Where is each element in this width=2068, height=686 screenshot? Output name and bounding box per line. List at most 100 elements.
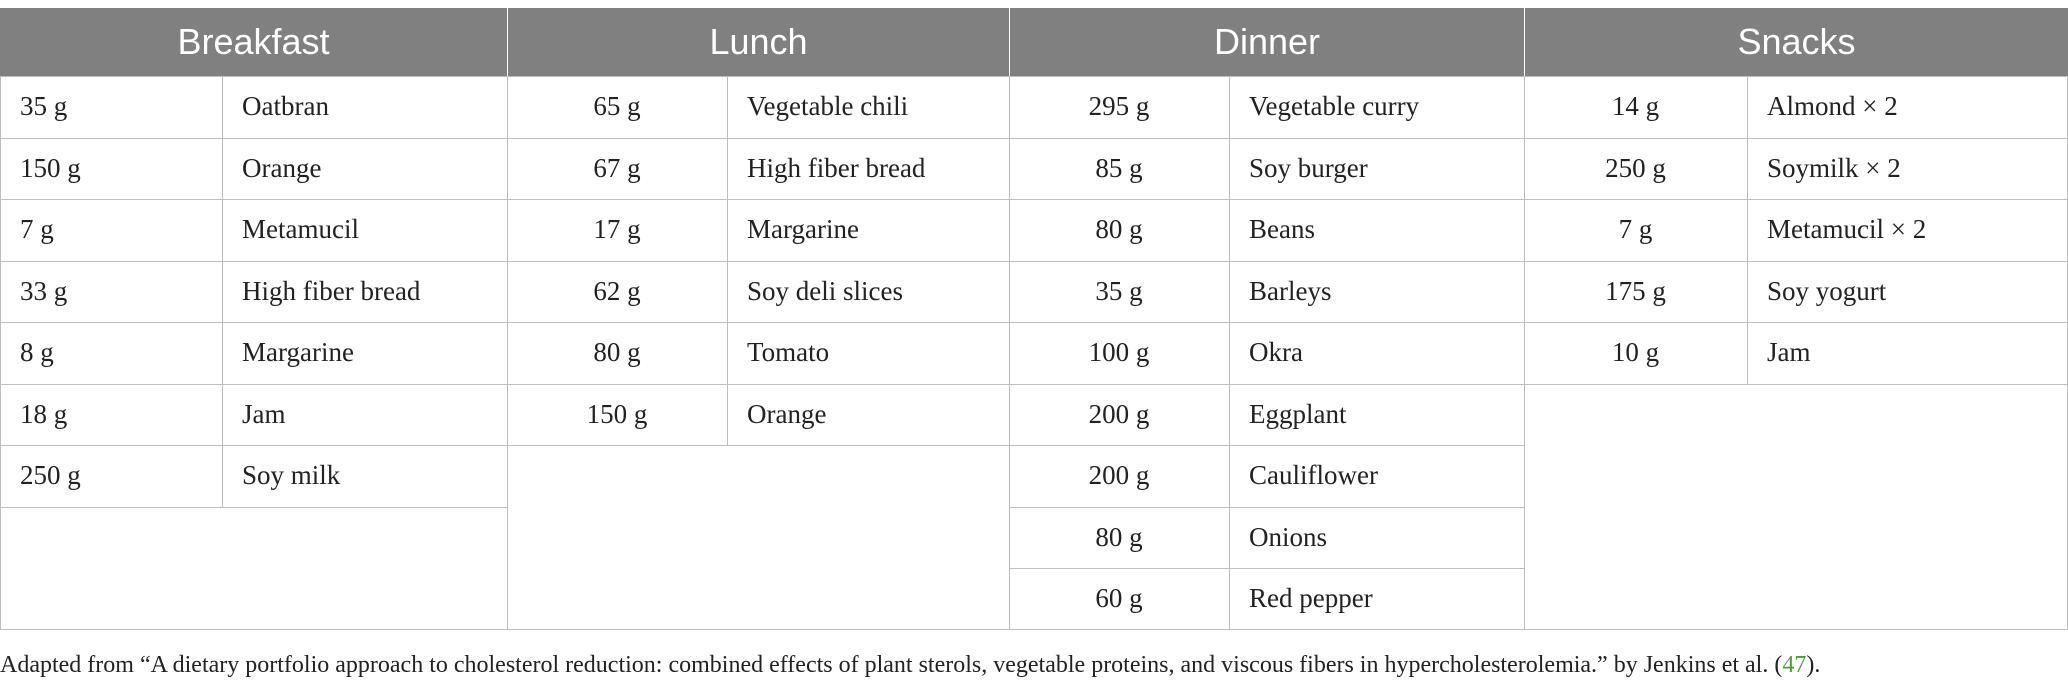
breakfast-food-cell: Oatbran [242,91,329,121]
dinner-food-cell: Cauliflower [1249,460,1378,490]
breakfast-food-cell: Margarine [242,337,354,367]
lunch-food-cell: High fiber bread [747,152,926,183]
row-divider [1009,199,1524,200]
breakfast-food-cell: Jam [242,398,286,429]
cell-divider [1747,76,1748,384]
row-divider [0,138,507,139]
dinner-food-cell: Red pepper [1249,583,1373,613]
row-divider [1009,445,1524,446]
lunch-food-cell: Soy deli slices [747,275,903,306]
meal-plan-table: Breakfast Lunch Dinner Snacks 35 g Oatbra… [0,8,2068,630]
row-divider [1009,138,1524,139]
breakfast-quantity-cell: 18 g [20,398,68,429]
dinner-food-cell: Okra [1249,337,1303,367]
lunch-quantity-cell: 65 g [593,91,641,121]
snacks-food-cell: Soymilk × 2 [1767,152,1901,183]
header-divider [507,8,508,76]
row-divider [1009,261,1524,262]
row-divider [0,384,507,385]
dinner-quantity-cell: 80 g [1095,214,1143,244]
row-divider [1009,507,1524,508]
dinner-quantity-cell: 100 g [1088,337,1150,367]
lunch-food-cell: Orange [747,398,827,429]
column-divider [1524,76,1525,630]
table-footnote: Adapted from “A dietary portfolio approa… [0,652,1820,679]
row-divider [1524,199,2067,200]
breakfast-food-cell: Soy milk [242,460,341,490]
snacks-quantity-cell: 7 g [1618,214,1653,244]
header-divider [1524,8,1525,76]
column-divider [507,76,508,630]
breakfast-quantity-cell: 8 g [20,337,54,367]
row-divider [507,138,1009,139]
dinner-quantity-cell: 295 g [1088,91,1150,121]
row-divider [507,261,1009,262]
snacks-food-cell: Jam [1767,337,1811,367]
row-divider [507,199,1009,200]
header-breakfast: Breakfast [177,21,330,62]
row-divider [0,261,507,262]
row-divider [1524,261,2067,262]
lunch-food-cell: Vegetable chili [747,91,909,121]
snacks-food-cell: Metamucil × 2 [1767,214,1927,244]
dinner-quantity-cell: 85 g [1095,152,1143,183]
header-divider [1009,8,1010,76]
row-divider [1009,568,1524,569]
row-divider [1009,322,1524,323]
cell-divider [222,76,223,507]
breakfast-food-cell: High fiber bread [242,275,421,306]
dinner-quantity-cell: 200 g [1088,398,1150,429]
breakfast-quantity-cell: 33 g [20,275,68,306]
lunch-quantity-cell: 67 g [593,152,641,183]
dinner-food-cell: Eggplant [1249,398,1347,429]
row-divider [0,322,507,323]
dinner-food-cell: Onions [1249,521,1328,552]
footnote-text: Adapted from “A dietary portfolio approa… [0,652,1783,678]
row-divider [507,322,1009,323]
breakfast-food-cell: Metamucil [242,214,359,244]
header-dinner: Dinner [1213,21,1321,62]
row-divider [507,445,1009,446]
snacks-quantity-cell: 14 g [1611,91,1660,121]
dinner-food-cell: Vegetable curry [1249,91,1420,121]
breakfast-quantity-cell: 7 g [20,214,54,244]
row-divider [0,445,507,446]
row-divider [507,384,1009,385]
breakfast-quantity-cell: 150 g [20,152,81,183]
snacks-quantity-cell: 10 g [1611,337,1660,367]
row-divider [1524,322,2067,323]
row-divider [0,199,507,200]
dinner-quantity-cell: 35 g [1095,275,1143,306]
lunch-quantity-cell: 80 g [593,337,641,367]
footnote-reference-link[interactable]: 47 [1782,652,1807,678]
row-divider [0,507,507,508]
lunch-quantity-cell: 150 g [586,398,648,429]
dinner-food-cell: Beans [1249,214,1315,244]
snacks-food-cell: Soy yogurt [1767,275,1887,306]
footnote-tail: ). [1806,652,1821,678]
dinner-quantity-cell: 60 g [1095,583,1143,613]
snacks-food-cell: Almond × 2 [1767,91,1898,121]
breakfast-quantity-cell: 35 g [20,91,68,121]
cell-divider [1229,76,1230,630]
row-divider [1524,384,2067,385]
lunch-quantity-cell: 62 g [593,275,641,306]
header-lunch: Lunch [709,21,808,62]
table-body: 35 g Oatbran 150 g Orange 7 g Metamucil 33 g Hi… [0,76,2068,630]
table-header: Breakfast Lunch Dinner Snacks [0,8,2068,76]
dinner-quantity-cell: 200 g [1088,460,1150,490]
dinner-food-cell: Barleys [1249,275,1332,306]
cell-divider [727,76,728,445]
lunch-food-cell: Tomato [747,337,830,367]
row-divider [1009,384,1524,385]
snacks-quantity-cell: 175 g [1605,275,1666,306]
dinner-quantity-cell: 80 g [1095,521,1143,552]
row-divider [1524,138,2067,139]
column-divider [1009,76,1010,630]
snacks-quantity-cell: 250 g [1605,152,1666,183]
breakfast-quantity-cell: 250 g [20,460,81,490]
lunch-quantity-cell: 17 g [593,214,641,244]
lunch-food-cell: Margarine [747,214,859,244]
breakfast-food-cell: Orange [242,152,322,183]
header-snacks: Snacks [1737,21,1856,62]
